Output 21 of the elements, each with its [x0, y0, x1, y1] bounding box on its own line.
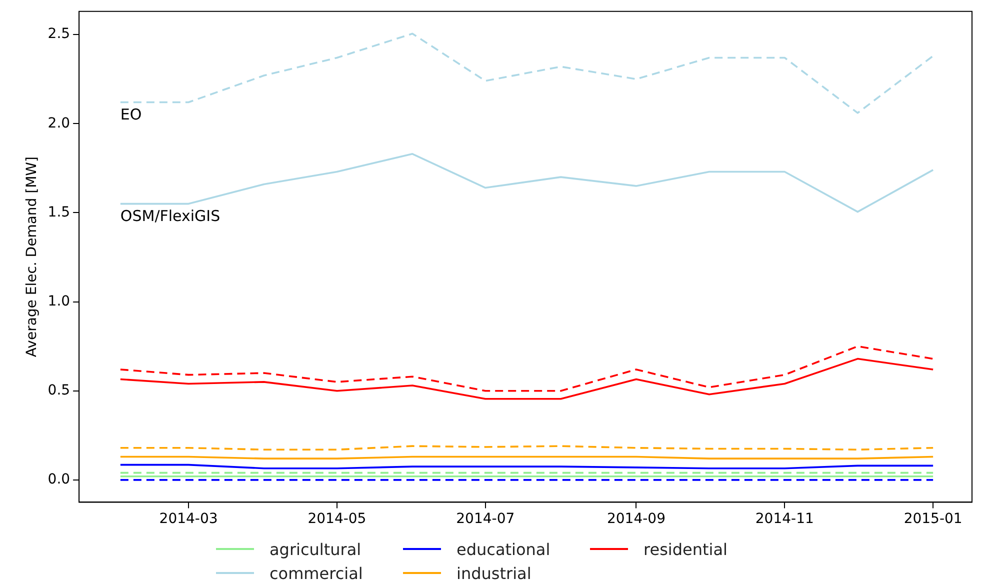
- annotation: OSM/FlexiGIS: [120, 207, 220, 226]
- legend-label: residential: [644, 540, 728, 558]
- line-series: [120, 345, 934, 392]
- annotation: EO: [120, 106, 142, 124]
- legend-label: educational: [456, 540, 550, 558]
- x-tick-label: 2014-05: [308, 511, 366, 528]
- y-tick-label: 1.0: [48, 293, 70, 310]
- x-tick-label: 2014-11: [755, 511, 814, 528]
- x-tick-label: 2015-01: [904, 511, 962, 528]
- x-tick-label: 2014-07: [456, 511, 515, 528]
- y-axis-title: Average Elec. Demand [MW]: [24, 156, 40, 358]
- y-tick-label: 0.0: [48, 472, 70, 488]
- y-tick-label: 2.0: [48, 115, 70, 132]
- legend-label: agricultural: [270, 540, 362, 558]
- y-tick-label: 2.5: [48, 26, 70, 42]
- legend-label: industrial: [456, 564, 532, 582]
- y-tick-label: 0.5: [48, 382, 70, 398]
- legend-label: commercial: [270, 564, 363, 582]
- x-tick-label: 2014-09: [606, 511, 666, 528]
- y-tick-label: 1.5: [48, 204, 70, 220]
- x-tick-label: 2014-03: [159, 511, 218, 528]
